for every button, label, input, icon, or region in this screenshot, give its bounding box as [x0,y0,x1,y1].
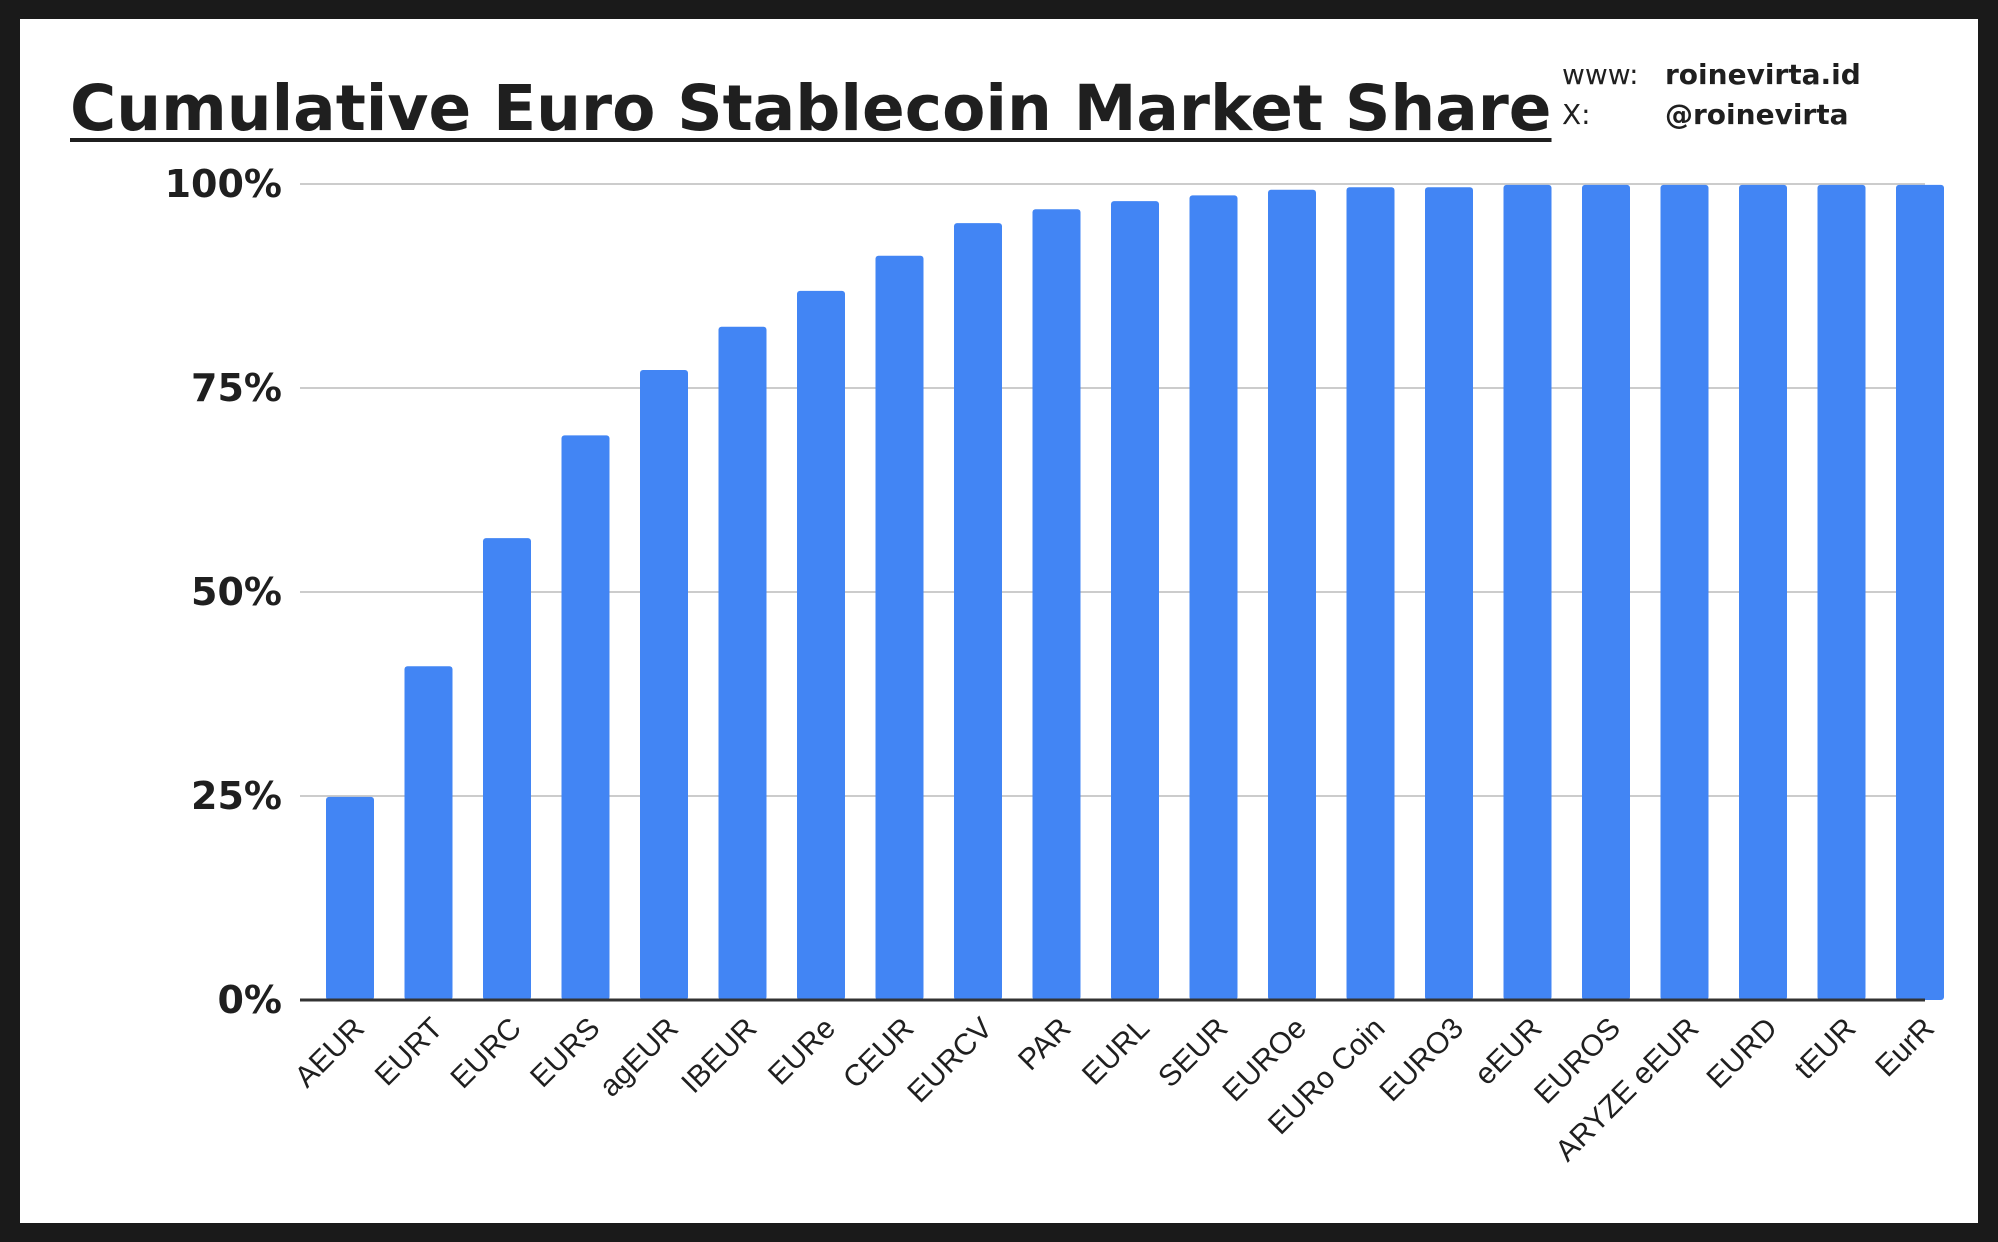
bar-ageur [640,370,688,1001]
credit-www-label: www: [1562,58,1639,91]
bar-euroe [1268,189,1316,1000]
x-tick-label: AEUR [289,1012,371,1094]
x-tick-label: IBEUR [675,1012,763,1100]
bar-seur [1189,195,1238,1000]
x-tick-label: EURC [445,1012,528,1095]
x-tick-label: agEUR [593,1012,685,1104]
y-tick-label: 100% [165,162,282,206]
bar-eurs [561,435,610,1000]
x-tick-label: EURCV [901,1012,999,1110]
y-tick-label: 0% [217,978,282,1022]
y-tick-labels: 0% 25% 50% 75% 100% [165,162,282,1022]
bar-eurd [1739,184,1787,1001]
x-tick-label: PAR [1012,1012,1077,1077]
bar-ibeur [718,326,767,1000]
x-tick-label: EURD [1701,1012,1784,1095]
credit-x-value: @roinevirta [1665,98,1849,131]
chart-title: Cumulative Euro Stablecoin Market Share [70,72,1552,145]
credit-x-label: X: [1562,98,1591,131]
bar-aryze-eeur [1660,184,1709,1001]
bar-euro-coin [1346,187,1395,1000]
chart-frame: Cumulative Euro Stablecoin Market Share … [20,19,1978,1223]
x-tick-label: tEUR [1788,1012,1862,1086]
y-tick-label: 75% [191,366,282,410]
bar-eurt [404,666,453,1000]
bar-aeur [326,796,374,1000]
bar-ceur [875,255,924,1001]
bar-eure [797,290,845,1000]
bar-eurcv [954,223,1002,1001]
y-tick-label: 25% [191,774,282,818]
bars [326,184,1944,1001]
x-tick-label: EURO3 [1374,1012,1470,1108]
x-tick-label: EURL [1076,1012,1156,1092]
x-tick-label: EURT [369,1012,450,1093]
x-tick-label: EurR [1869,1012,1941,1084]
x-tick-label: ARYZE eEUR [1549,1012,1705,1168]
bar-eurr [1896,184,1944,1001]
bar-euros [1582,184,1630,1001]
bar-par [1032,209,1081,1000]
bar-chart: 0% 25% 50% 75% 100% AEUREURTEURCEURSagEURIBE… [165,162,1944,1168]
bar-eurc [483,538,531,1000]
bar-euro3 [1425,187,1473,1000]
bar-eurl [1111,201,1159,1001]
y-tick-label: 50% [191,570,282,614]
bar-eeur [1503,184,1552,1001]
bar-teur [1817,184,1866,1001]
credit-www-value: roinevirta.id [1665,58,1861,91]
x-tick-label: EURe [762,1012,842,1092]
